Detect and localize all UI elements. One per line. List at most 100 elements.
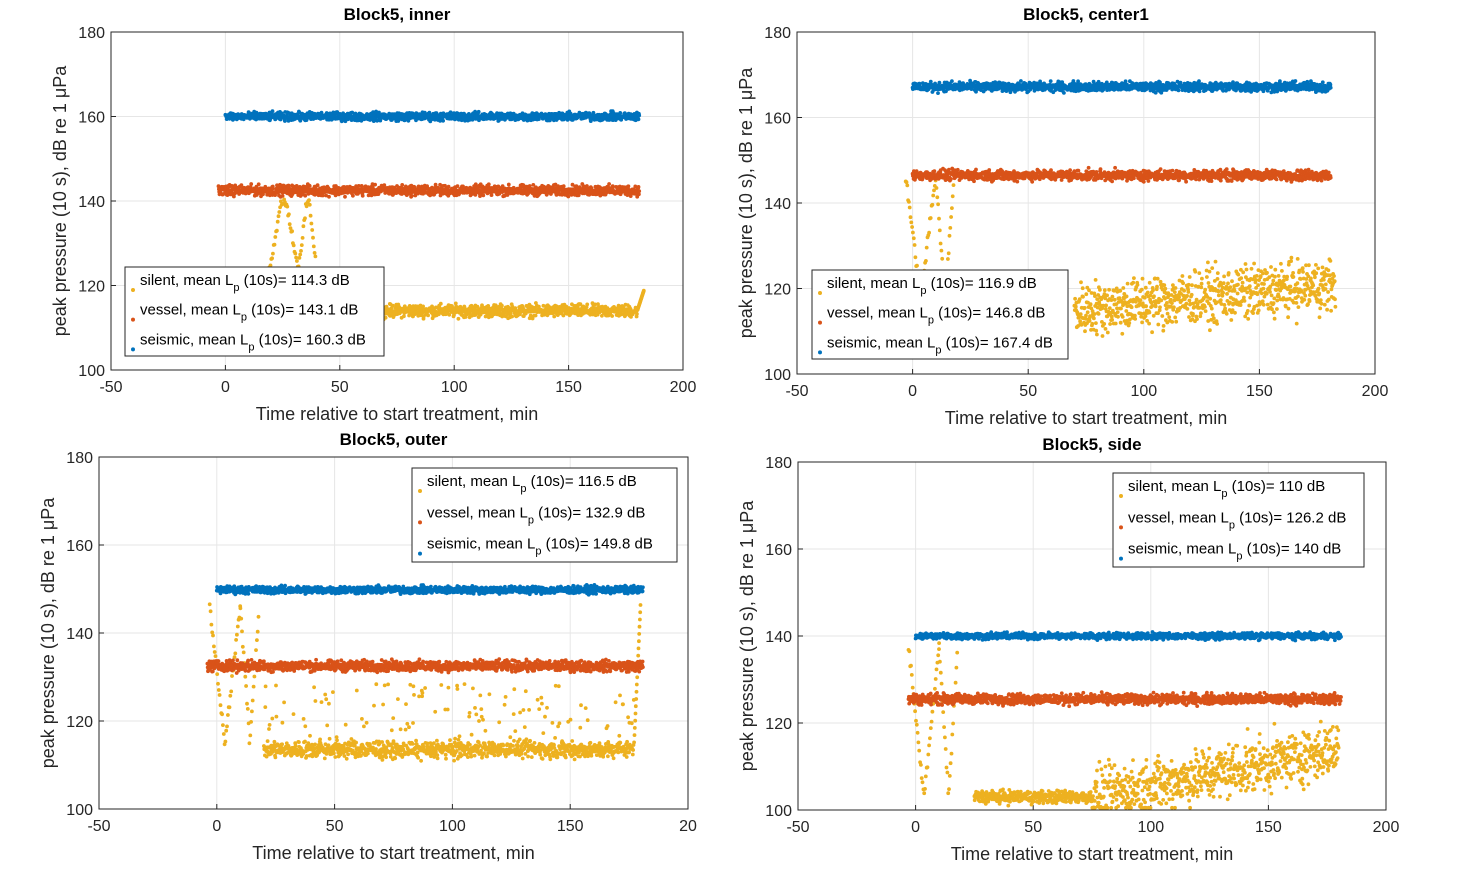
silent-point xyxy=(1326,290,1330,294)
silent-point xyxy=(1272,310,1276,315)
silent-point xyxy=(1203,305,1207,309)
silent-point xyxy=(1150,330,1154,335)
silent-point xyxy=(312,251,317,255)
x-tick-label: 150 xyxy=(1246,383,1273,400)
silent-point xyxy=(1147,310,1152,315)
silent-point xyxy=(1200,276,1204,281)
silent-point xyxy=(1251,311,1255,315)
silent-point xyxy=(1199,285,1204,290)
silent-point xyxy=(1328,259,1333,263)
silent-point xyxy=(1173,315,1178,320)
silent-point xyxy=(1286,306,1291,311)
vessel-point xyxy=(303,193,308,198)
silent-point xyxy=(1228,285,1233,290)
silent-point xyxy=(1189,292,1194,297)
vessel-point xyxy=(987,168,992,172)
vessel-point xyxy=(489,193,494,198)
silent-point xyxy=(1256,283,1260,287)
silent-point xyxy=(1127,321,1132,325)
silent-point xyxy=(1084,292,1089,297)
vessel-point xyxy=(409,194,414,198)
silent-point xyxy=(1161,328,1166,333)
silent-point xyxy=(298,252,303,257)
x-tick-label: 0 xyxy=(908,383,917,400)
x-tick-label: 150 xyxy=(555,379,582,396)
silent-point xyxy=(927,230,931,235)
silent-point xyxy=(1095,332,1099,337)
silent-point xyxy=(310,228,315,232)
silent-point xyxy=(1261,271,1265,276)
vessel-point xyxy=(446,184,451,189)
silent-point xyxy=(1147,280,1152,285)
x-tick-label: 200 xyxy=(670,379,697,396)
silent-point xyxy=(1265,302,1270,307)
silent-point xyxy=(1268,290,1272,294)
silent-point xyxy=(486,304,491,308)
silent-point xyxy=(610,314,614,318)
x-axis-label: Time relative to start treatment, min xyxy=(256,404,538,424)
silent-point xyxy=(924,259,928,263)
silent-point xyxy=(1294,321,1299,326)
silent-point xyxy=(1078,312,1083,316)
silent-point xyxy=(1230,279,1234,284)
silent-point xyxy=(909,220,914,225)
silent-point xyxy=(1325,307,1329,312)
silent-point xyxy=(1254,274,1259,278)
silent-point xyxy=(1269,293,1274,298)
silent-point xyxy=(1121,286,1126,290)
vessel-point xyxy=(307,184,312,188)
vessel-point xyxy=(249,182,254,186)
silent-point xyxy=(1329,287,1334,292)
silent-point xyxy=(500,303,504,308)
silent-point xyxy=(635,312,639,316)
silent-point xyxy=(1247,284,1252,289)
silent-point xyxy=(1143,285,1148,290)
silent-point xyxy=(537,304,541,309)
silent-point xyxy=(1094,328,1099,333)
silent-point xyxy=(1125,281,1130,286)
silent-point xyxy=(1261,302,1266,307)
silent-point xyxy=(1073,296,1077,301)
silent-point xyxy=(1138,298,1143,302)
silent-point xyxy=(1107,287,1111,292)
silent-point xyxy=(935,195,940,200)
seismic-point xyxy=(637,113,642,118)
vessel-point xyxy=(1015,179,1020,184)
silent-point xyxy=(1244,267,1249,272)
silent-point xyxy=(1093,278,1098,282)
silent-point xyxy=(930,202,935,207)
silent-point xyxy=(299,243,304,248)
silent-point xyxy=(1171,283,1175,287)
silent-point xyxy=(1301,270,1305,274)
silent-point xyxy=(1213,259,1218,264)
y-tick-label: 120 xyxy=(764,282,791,299)
silent-point xyxy=(1199,311,1203,315)
silent-point xyxy=(1242,299,1247,303)
silent-point xyxy=(904,180,909,185)
silent-point xyxy=(937,228,942,233)
silent-point xyxy=(1319,301,1324,306)
silent-point xyxy=(1218,298,1223,303)
silent-point xyxy=(1206,281,1211,285)
silent-point xyxy=(1309,276,1313,281)
silent-point xyxy=(1191,312,1195,316)
silent-point xyxy=(1118,288,1123,293)
silent-point xyxy=(1199,281,1204,286)
silent-point xyxy=(277,210,282,214)
x-tick-label: -50 xyxy=(785,383,808,400)
silent-point xyxy=(1132,276,1136,280)
silent-point xyxy=(1291,275,1296,279)
silent-point xyxy=(1221,281,1226,286)
silent-point xyxy=(1187,315,1191,319)
vessel-point xyxy=(949,177,953,181)
silent-point xyxy=(1087,319,1092,323)
silent-point xyxy=(1100,334,1105,338)
seismic-point xyxy=(618,111,623,115)
silent-point xyxy=(1133,317,1138,321)
silent-point xyxy=(1112,297,1117,302)
silent-point xyxy=(1303,293,1308,298)
x-tick-label: -50 xyxy=(99,379,122,396)
vessel-legend-marker xyxy=(131,317,135,322)
